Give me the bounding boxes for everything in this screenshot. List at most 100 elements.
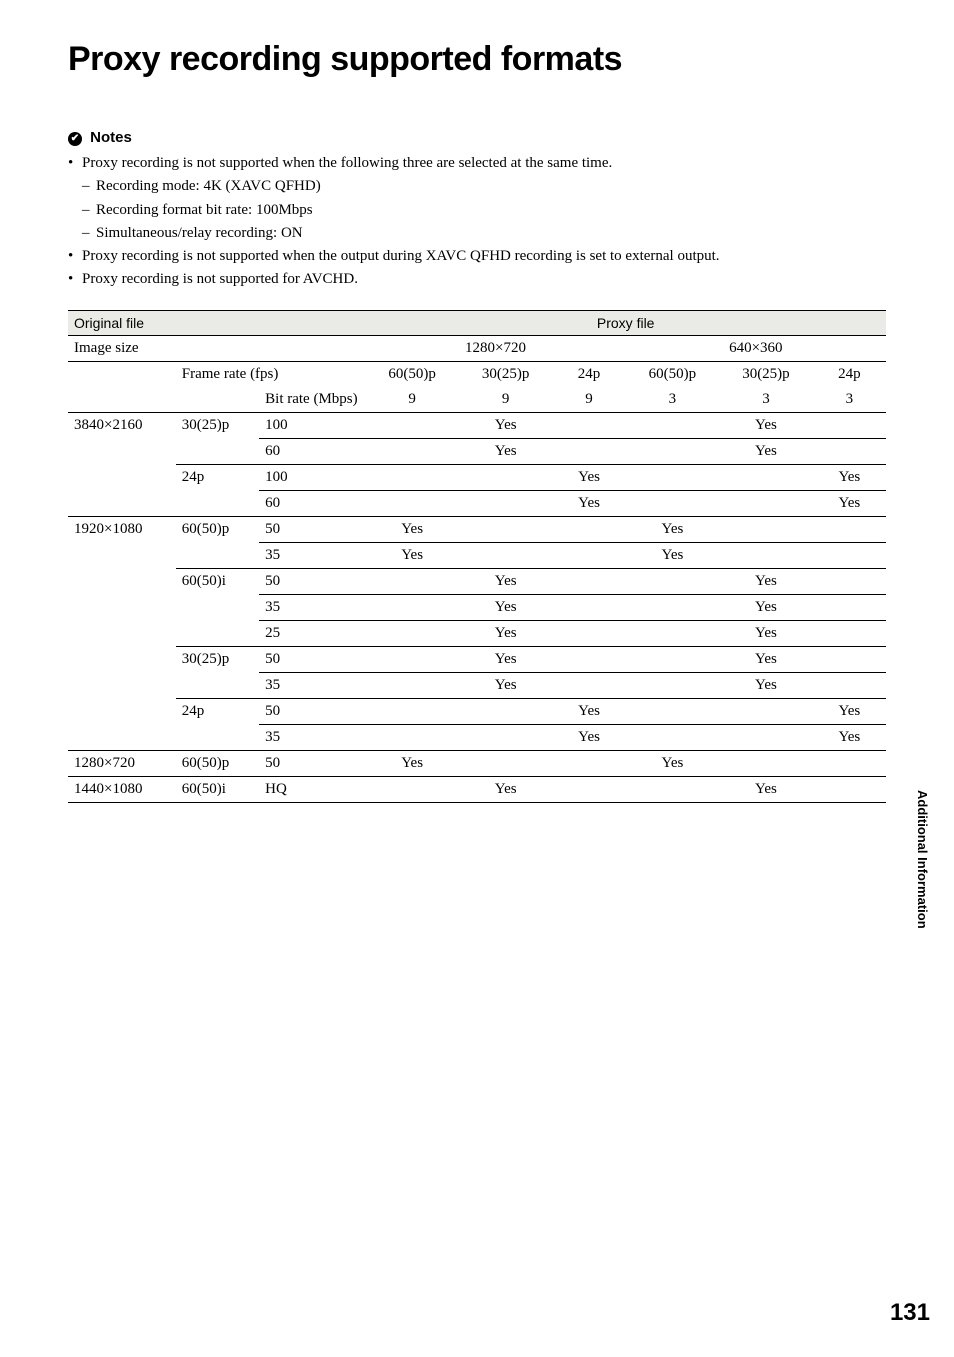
- cell-value: [552, 750, 625, 776]
- hdr-fps-3: 60(50)p: [626, 361, 720, 387]
- cell-value: [459, 490, 553, 516]
- hdr-frame-rate-label: Frame rate (fps): [176, 361, 366, 387]
- cell-value: Yes: [552, 698, 625, 724]
- cell-value: [813, 620, 886, 646]
- cell-value: Yes: [365, 516, 459, 542]
- cell-value: [719, 516, 813, 542]
- cell-value: Yes: [813, 464, 886, 490]
- cell-frame-rate: 24p: [176, 698, 259, 750]
- table-row: 1280×72060(50)p50YesYes: [68, 750, 886, 776]
- cell-value: [365, 464, 459, 490]
- cell-value: [365, 568, 459, 594]
- notes-icon: ✔: [68, 132, 82, 146]
- cell-value: [626, 594, 720, 620]
- cell-value: [626, 724, 720, 750]
- cell-image-size: 1440×1080: [68, 776, 176, 802]
- cell-value: [626, 464, 720, 490]
- notes-list: Proxy recording is not supported when th…: [68, 152, 886, 292]
- cell-value: [626, 698, 720, 724]
- cell-value: [459, 724, 553, 750]
- cell-value: Yes: [813, 698, 886, 724]
- cell-value: [813, 516, 886, 542]
- cell-value: [365, 698, 459, 724]
- cell-value: [626, 646, 720, 672]
- cell-value: [626, 412, 720, 438]
- hdr-fps-5: 24p: [813, 361, 886, 387]
- cell-value: [552, 412, 625, 438]
- note-item: Proxy recording is not supported when th…: [68, 245, 886, 268]
- cell-value: Yes: [719, 620, 813, 646]
- cell-value: [813, 412, 886, 438]
- cell-value: [365, 776, 459, 802]
- cell-bitrate: 50: [259, 516, 365, 542]
- cell-value: Yes: [552, 490, 625, 516]
- cell-value: Yes: [459, 438, 553, 464]
- cell-value: [626, 620, 720, 646]
- cell-value: [365, 594, 459, 620]
- cell-value: [552, 646, 625, 672]
- cell-value: [626, 568, 720, 594]
- table-row: 3840×216030(25)p100YesYes: [68, 412, 886, 438]
- table-header-row: Original file Proxy file: [68, 310, 886, 335]
- cell-value: Yes: [459, 412, 553, 438]
- cell-image-size: 1280×720: [68, 750, 176, 776]
- hdr-proxy-size-0: 1280×720: [365, 335, 625, 361]
- cell-value: [365, 490, 459, 516]
- bit-rate-header-row: Bit rate (Mbps) 9 9 9 3 3 3: [68, 387, 886, 413]
- note-sub-item: Simultaneous/relay recording: ON: [68, 222, 886, 245]
- cell-value: [365, 412, 459, 438]
- hdr-br-4: 3: [719, 387, 813, 413]
- cell-value: [365, 724, 459, 750]
- cell-value: [813, 776, 886, 802]
- cell-value: Yes: [459, 672, 553, 698]
- cell-value: [459, 698, 553, 724]
- cell-value: [552, 672, 625, 698]
- cell-value: [552, 438, 625, 464]
- cell-value: [813, 594, 886, 620]
- cell-frame-rate: 30(25)p: [176, 412, 259, 464]
- cell-value: Yes: [719, 776, 813, 802]
- cell-value: [365, 672, 459, 698]
- hdr-proxy-size-1: 640×360: [626, 335, 886, 361]
- hdr-br-2: 9: [552, 387, 625, 413]
- hdr-original-file: Original file: [68, 310, 365, 335]
- cell-value: Yes: [552, 724, 625, 750]
- cell-value: Yes: [459, 568, 553, 594]
- hdr-fps-0: 60(50)p: [365, 361, 459, 387]
- cell-value: [813, 646, 886, 672]
- cell-frame-rate: 24p: [176, 464, 259, 516]
- page-title: Proxy recording supported formats: [68, 40, 886, 79]
- notes-heading: ✔ Notes: [68, 129, 886, 146]
- cell-frame-rate: 30(25)p: [176, 646, 259, 698]
- hdr-br-1: 9: [459, 387, 553, 413]
- cell-value: Yes: [813, 490, 886, 516]
- cell-bitrate: 50: [259, 750, 365, 776]
- cell-value: [552, 620, 625, 646]
- hdr-br-0: 9: [365, 387, 459, 413]
- cell-value: [813, 542, 886, 568]
- cell-bitrate: 35: [259, 542, 365, 568]
- cell-value: Yes: [365, 750, 459, 776]
- cell-value: Yes: [459, 594, 553, 620]
- cell-value: [719, 724, 813, 750]
- table-row: 1440×108060(50)iHQYesYes: [68, 776, 886, 802]
- cell-value: Yes: [626, 542, 720, 568]
- cell-value: [552, 776, 625, 802]
- cell-bitrate: 50: [259, 698, 365, 724]
- cell-value: [813, 750, 886, 776]
- cell-value: [626, 776, 720, 802]
- cell-value: [813, 672, 886, 698]
- table-row: 60(50)i50YesYes: [68, 568, 886, 594]
- cell-value: Yes: [719, 438, 813, 464]
- cell-value: [719, 464, 813, 490]
- image-size-row: Image size 1280×720 640×360: [68, 335, 886, 361]
- cell-value: [365, 646, 459, 672]
- table-row: 1920×108060(50)p50YesYes: [68, 516, 886, 542]
- cell-bitrate: 35: [259, 724, 365, 750]
- cell-bitrate: 100: [259, 412, 365, 438]
- note-sub-item: Recording mode: 4K (XAVC QFHD): [68, 175, 886, 198]
- cell-value: Yes: [719, 646, 813, 672]
- cell-bitrate: 25: [259, 620, 365, 646]
- side-label: Additional Information: [915, 790, 930, 929]
- cell-value: Yes: [626, 750, 720, 776]
